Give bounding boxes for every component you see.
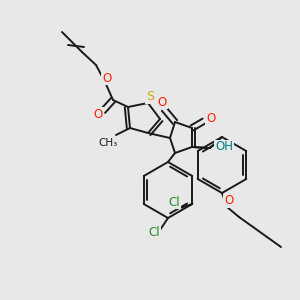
Text: Cl: Cl — [148, 226, 160, 238]
Text: OH: OH — [215, 140, 233, 154]
Text: O: O — [158, 95, 166, 109]
Text: O: O — [102, 71, 112, 85]
Text: O: O — [206, 112, 216, 124]
Text: O: O — [93, 107, 103, 121]
Text: S: S — [146, 89, 154, 103]
Text: O: O — [224, 194, 234, 208]
Text: Cl: Cl — [168, 196, 180, 208]
Text: CH₃: CH₃ — [98, 138, 118, 148]
